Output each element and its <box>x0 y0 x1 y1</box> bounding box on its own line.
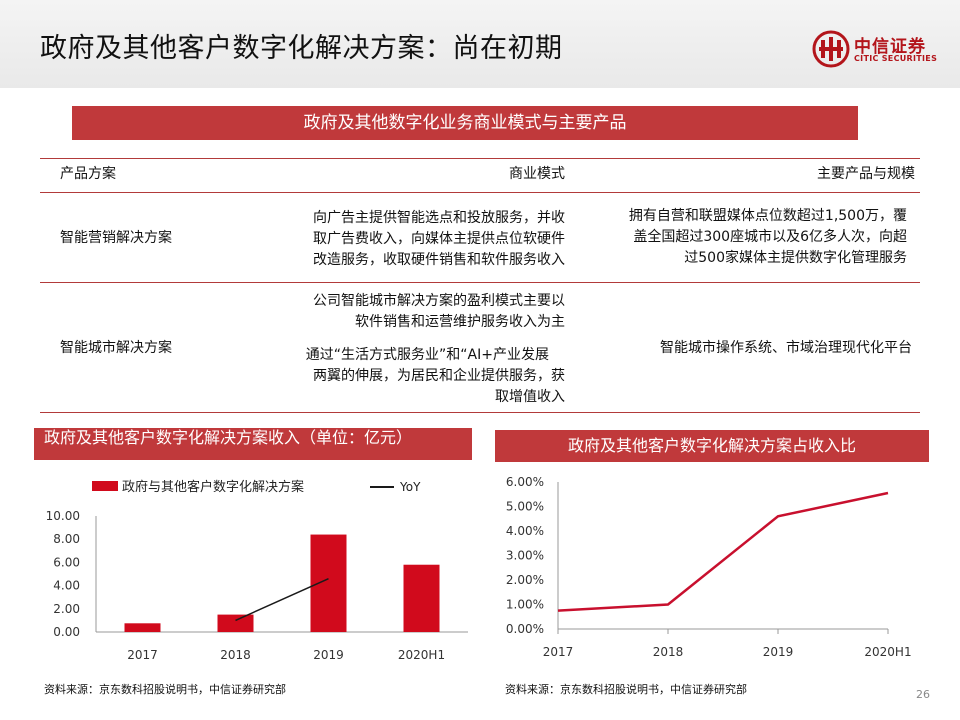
legend-label-bar: 政府与其他客户数字化解决方案 <box>122 479 304 495</box>
x-tick-label: 2019 <box>763 645 794 659</box>
x-tick-label: 2020H1 <box>864 645 911 659</box>
page-title: 政府及其他客户数字化解决方案：尚在初期 <box>40 33 563 64</box>
x-tick-label: 2017 <box>543 645 574 659</box>
table-header-product: 产品方案 <box>60 166 116 182</box>
y-tick-label: 10.00 <box>46 509 80 523</box>
y-tick-label: 0.00 <box>53 625 80 639</box>
y-tick-label: 2.00% <box>506 573 544 587</box>
yoy-line <box>235 577 329 622</box>
share-line <box>557 491 889 612</box>
row1-product: 智能营销解决方案 <box>60 230 172 246</box>
y-tick-label: 4.00% <box>506 524 544 538</box>
y-tick-label: 6.00% <box>506 475 544 489</box>
citic-logo-icon <box>812 30 850 68</box>
row1-scale: 拥有自营和联盟媒体点位数超过1,500万，覆 盖全国超过300座城市以及6亿多人… <box>628 208 907 266</box>
y-tick-label: 3.00% <box>506 549 544 563</box>
table-header-model: 商业模式 <box>509 166 565 182</box>
x-tick-label: 2018 <box>220 648 251 662</box>
table-bottom-rule <box>40 412 920 413</box>
x-tick-label: 2017 <box>127 648 158 662</box>
table-header-rule <box>40 192 920 193</box>
table-row-rule <box>40 282 920 283</box>
logo-text-en: CITIC SECURITIES <box>854 54 938 63</box>
row2-scale: 智能城市操作系统、市域治理现代化平台 <box>660 340 912 356</box>
revenue-bar <box>403 564 440 632</box>
section-banner: 政府及其他数字化业务商业模式与主要产品 <box>72 106 858 140</box>
revenue-bar <box>217 614 254 632</box>
y-tick-label: 5.00% <box>506 500 544 514</box>
source-note-left: 资料来源：京东数科招股说明书，中信证券研究部 <box>44 683 286 696</box>
header-bar <box>0 0 960 88</box>
share-line-chart: 0.00% 1.00% 2.00% 3.00% 4.00% 5.00% 6.00% 2017 2… <box>506 475 912 659</box>
right-chart-title: 政府及其他客户数字化解决方案占收入比 <box>495 430 929 462</box>
x-tick-label: 2018 <box>653 645 684 659</box>
citic-logo: 中信证券 CITIC SECURITIES <box>812 30 942 70</box>
x-tick-label: 2020H1 <box>398 648 445 662</box>
logo-text-cn: 中信证券 <box>854 37 926 57</box>
row2-product: 智能城市解决方案 <box>60 340 172 356</box>
legend-label-yoy: YoY <box>399 480 421 494</box>
table-top-rule <box>40 158 920 159</box>
y-tick-label: 6.00 <box>53 555 80 569</box>
legend-swatch-bar <box>92 481 118 491</box>
revenue-bar <box>310 534 347 632</box>
revenue-bar-chart: 政府与其他客户数字化解决方案 YoY 0.00 2.00 4.00 6.00 8.00 10.… <box>46 479 468 662</box>
y-tick-label: 8.00 <box>53 532 80 546</box>
row2-model: 公司智能城市解决方案的盈利模式主要以 软件销售和运营维护服务收入为主 通过“生活… <box>305 293 565 405</box>
source-note-right: 资料来源：京东数科招股说明书，中信证券研究部 <box>505 683 747 696</box>
revenue-bar <box>124 623 161 632</box>
y-tick-label: 2.00 <box>53 602 80 616</box>
row1-model: 向广告主提供智能选点和投放服务，并收 取广告费收入，向媒体主提供点位软硬件 改造… <box>313 210 565 268</box>
table-header-scale: 主要产品与规模 <box>817 166 915 182</box>
y-tick-label: 1.00% <box>506 598 544 612</box>
y-tick-label: 4.00 <box>53 579 80 593</box>
left-chart-title: 政府及其他客户数字化解决方案收入（单位：亿元） <box>34 428 472 460</box>
page-number: 26 <box>916 688 930 701</box>
x-tick-label: 2019 <box>313 648 344 662</box>
y-tick-label: 0.00% <box>506 622 544 636</box>
